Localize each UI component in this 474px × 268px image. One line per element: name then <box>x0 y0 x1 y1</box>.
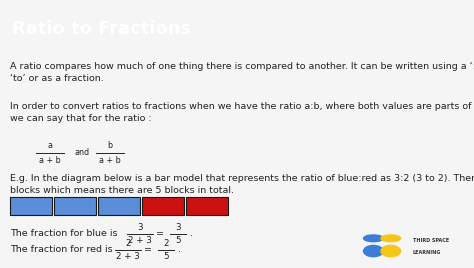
Text: a: a <box>47 141 53 150</box>
Text: THIRD SPACE: THIRD SPACE <box>412 239 449 243</box>
Text: The fraction for red is: The fraction for red is <box>10 245 116 254</box>
Circle shape <box>364 235 383 242</box>
Text: =: = <box>156 229 164 238</box>
Ellipse shape <box>381 245 401 257</box>
Text: 2 + 3: 2 + 3 <box>116 252 140 261</box>
Text: =: = <box>144 245 152 254</box>
Text: 2 + 3: 2 + 3 <box>128 236 152 245</box>
Text: A ratio compares how much of one thing there is compared to another. It can be w: A ratio compares how much of one thing t… <box>10 62 474 83</box>
Text: a + b: a + b <box>39 156 61 165</box>
Bar <box>54 197 96 215</box>
Text: a + b: a + b <box>99 156 121 165</box>
Text: Ratio to Fractions: Ratio to Fractions <box>12 20 191 38</box>
Text: 5: 5 <box>163 252 169 261</box>
Text: and: and <box>74 148 90 157</box>
Text: 3: 3 <box>175 223 181 232</box>
Text: 2: 2 <box>163 239 169 248</box>
Text: 3: 3 <box>137 223 143 232</box>
Text: 5: 5 <box>175 236 181 245</box>
Text: E.g. In the diagram below is a bar model that represents the ratio of blue:red a: E.g. In the diagram below is a bar model… <box>10 174 474 195</box>
Text: The fraction for blue is: The fraction for blue is <box>10 229 120 238</box>
Bar <box>142 197 184 215</box>
Text: .: . <box>190 229 193 238</box>
Text: LEARNING: LEARNING <box>412 250 441 255</box>
Bar <box>186 197 228 215</box>
Circle shape <box>381 235 401 242</box>
Ellipse shape <box>364 245 383 257</box>
Text: In order to convert ratios to fractions when we have the ratio a:b, where both v: In order to convert ratios to fractions … <box>10 102 474 123</box>
Bar <box>10 197 52 215</box>
Text: 2: 2 <box>125 239 131 248</box>
Bar <box>98 197 140 215</box>
Text: .: . <box>178 245 181 254</box>
Text: b: b <box>108 141 112 150</box>
